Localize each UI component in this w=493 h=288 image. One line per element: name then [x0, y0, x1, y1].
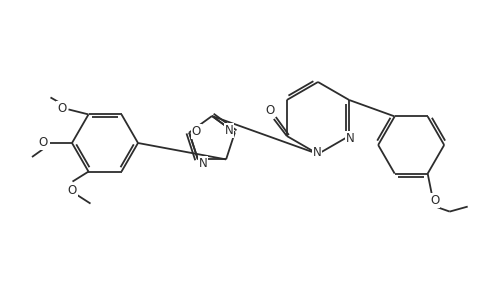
Text: O: O	[192, 125, 201, 138]
Text: N: N	[199, 157, 207, 170]
Text: O: O	[68, 184, 77, 197]
Text: O: O	[265, 105, 275, 118]
Text: O: O	[38, 137, 48, 149]
Text: O: O	[430, 194, 439, 207]
Text: N: N	[224, 124, 233, 137]
Text: O: O	[57, 102, 66, 115]
Text: N: N	[313, 147, 321, 160]
Text: N: N	[346, 132, 354, 145]
